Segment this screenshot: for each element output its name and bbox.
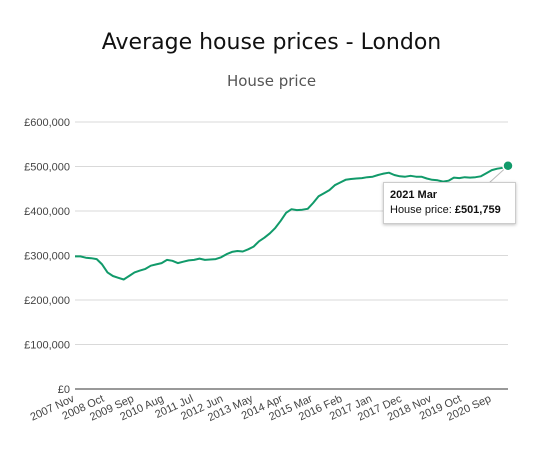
y-tick-label: £600,000 xyxy=(24,117,70,129)
y-tick-label: £0 xyxy=(58,384,70,396)
y-tick-label: £300,000 xyxy=(24,251,70,263)
chart-title: Average house prices - London xyxy=(101,30,442,55)
y-tick-label: £500,000 xyxy=(24,162,70,174)
tooltip-label: House price: xyxy=(390,204,452,216)
y-tick-label: £200,000 xyxy=(24,295,70,307)
tooltip-value: £501,759 xyxy=(454,204,501,216)
tooltip-date: 2021 Mar xyxy=(390,189,438,201)
highlight-point xyxy=(502,159,514,172)
y-tick-label: £400,000 xyxy=(24,206,70,218)
y-tick-label: £100,000 xyxy=(24,340,70,352)
chart-subtitle: House price xyxy=(226,72,317,90)
series-line-house-price xyxy=(75,164,509,281)
data-tooltip: 2021 Mar House price: £501,759 xyxy=(383,182,516,224)
